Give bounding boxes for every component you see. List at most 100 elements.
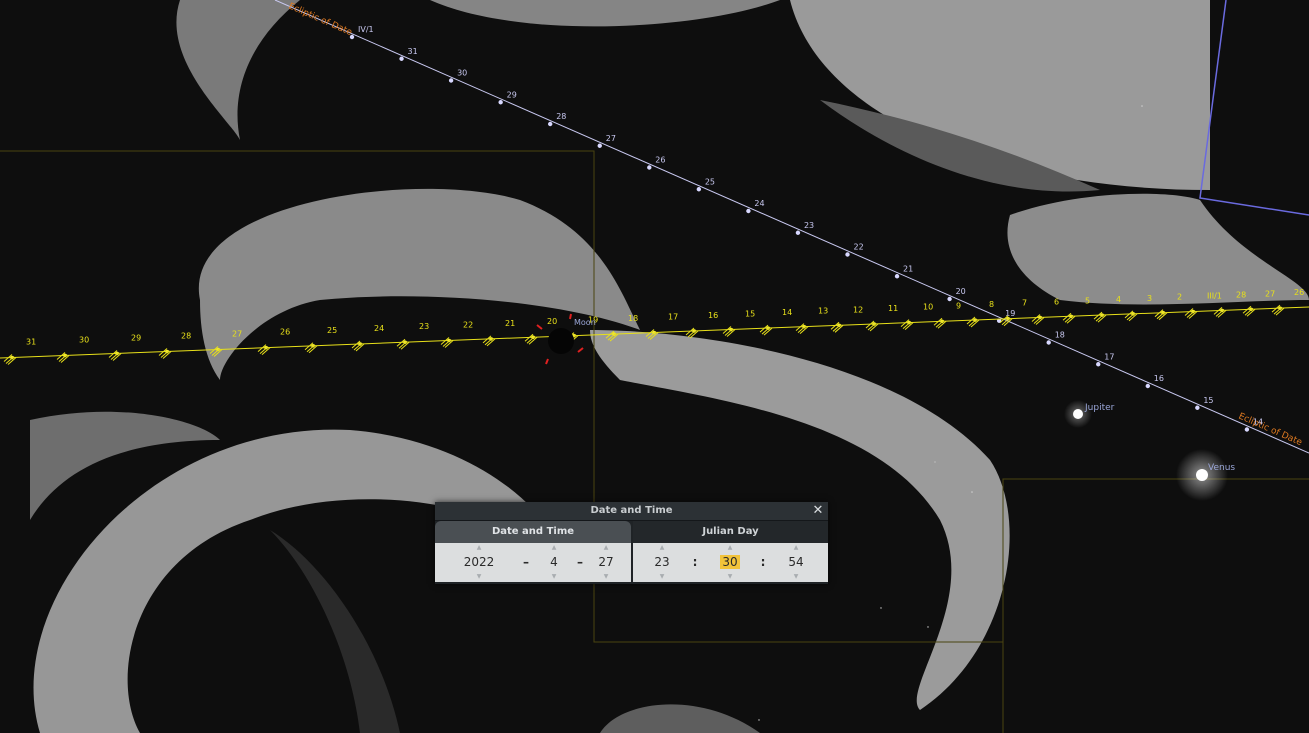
moon-track-hatch — [524, 333, 538, 345]
ecliptic-tick-dot — [746, 208, 751, 214]
ecliptic-tick-label: 21 — [903, 264, 913, 273]
year-spinbox[interactable]: ▲ 2022 ▼ — [455, 543, 503, 582]
ecliptic-line — [274, 0, 1309, 454]
year-down-icon[interactable]: ▼ — [476, 573, 482, 580]
venus-label: Venus — [1208, 463, 1235, 473]
planet-jupiter[interactable]: Jupiter — [1064, 400, 1115, 428]
ecliptic-tick-dot — [845, 252, 850, 257]
ecliptic-tick-label: 26 — [655, 156, 665, 165]
ecliptic-tick-label: 15 — [1203, 396, 1213, 405]
ecliptic-tick-label: IV/1 — [358, 25, 374, 34]
moon-track-hatch — [795, 323, 809, 335]
moon-track-tick-label: 11 — [888, 304, 898, 313]
minute-up-icon[interactable]: ▲ — [727, 544, 733, 551]
ecliptic-tick-dot — [795, 230, 801, 235]
ecliptic-tick-dot — [1195, 405, 1200, 410]
second-value[interactable]: 54 — [788, 555, 804, 569]
ecliptic-tick-dot — [399, 56, 404, 61]
moon-track-ticks: 31 30 29 28 27 26 25 24 23 22 21 20 19 18 17 16 15 14 13 12… — [3, 288, 1304, 365]
year-value[interactable]: 2022 — [463, 555, 495, 569]
day-value[interactable]: 27 — [598, 555, 614, 569]
second-spinbox[interactable]: ▲ 54 ▼ — [781, 543, 811, 582]
ecliptic-tick-dot — [498, 100, 503, 105]
month-down-icon[interactable]: ▼ — [551, 573, 557, 580]
dialog-title: Date and Time — [435, 502, 828, 521]
hour-up-icon[interactable]: ▲ — [659, 544, 665, 551]
ecliptic-tick-dot — [448, 78, 454, 83]
moon-track-tick-label: 9 — [956, 301, 961, 310]
jupiter-label: Jupiter — [1084, 403, 1115, 413]
moon-track-hatch — [1271, 304, 1285, 316]
moon-label: Moon — [574, 318, 596, 327]
ecliptic-tick-label: 22 — [854, 243, 864, 252]
year-up-icon[interactable]: ▲ — [476, 544, 482, 551]
month-value[interactable]: 4 — [550, 555, 558, 569]
moon-track-hatch — [645, 329, 659, 340]
day-spinbox[interactable]: ▲ 27 ▼ — [591, 543, 621, 582]
date-separator: – — [577, 555, 583, 569]
moon-track-hatch — [257, 344, 271, 356]
selection-marker — [536, 313, 584, 365]
date-time-dialog: Date and Time ✕ Date and Time Julian Day… — [435, 502, 828, 584]
moon-track-tick-label: 23 — [419, 322, 429, 331]
moon-track-hatch — [1242, 305, 1256, 317]
venus-icon[interactable] — [1196, 469, 1208, 481]
moon-track-tick-label: 27 — [232, 330, 242, 339]
day-up-icon[interactable]: ▲ — [603, 544, 609, 551]
stars — [758, 105, 1143, 721]
moon-track-tick-label: 5 — [1085, 296, 1090, 305]
minute-spinbox[interactable]: ▲ 30 ▼ — [713, 543, 747, 582]
second-up-icon[interactable]: ▲ — [793, 544, 799, 551]
moon-track-tick-label: 14 — [782, 308, 792, 317]
time-separator: : — [760, 555, 766, 569]
jupiter-icon[interactable] — [1073, 409, 1083, 419]
ecliptic-tick-label: 17 — [1104, 352, 1114, 361]
moon-track-hatch — [440, 337, 454, 348]
second-down-icon[interactable]: ▼ — [793, 573, 799, 580]
day-down-icon[interactable]: ▼ — [603, 573, 609, 580]
constellation-line — [1199, 0, 1309, 216]
ecliptic-tick-dot — [548, 121, 553, 127]
moon-track-hatch — [1124, 310, 1138, 322]
hour-spinbox[interactable]: ▲ 23 ▼ — [647, 543, 677, 582]
moon-track-hatch — [1213, 307, 1227, 318]
moon-track-tick-label: 19 — [588, 316, 598, 325]
planet-venus[interactable]: Venus — [1176, 449, 1235, 501]
moon-icon[interactable] — [548, 328, 574, 354]
minute-value[interactable]: 30 — [720, 555, 740, 569]
ecliptic-tick-label: 30 — [457, 69, 467, 78]
moon-track-hatch — [209, 346, 223, 357]
moon-track-hatch — [933, 317, 947, 329]
close-icon[interactable]: ✕ — [812, 503, 824, 518]
moon-track-hatch — [304, 342, 318, 354]
moon-track-tick-label: 18 — [628, 314, 638, 323]
month-up-icon[interactable]: ▲ — [551, 544, 557, 551]
hour-down-icon[interactable]: ▼ — [659, 573, 665, 580]
ecliptic-tick-label: 16 — [1154, 374, 1164, 383]
time-panel: ▲ 23 ▼ : ▲ 30 ▼ : ▲ 54 ▼ — [633, 543, 828, 582]
minute-field[interactable]: 30 — [713, 555, 747, 570]
hour-value[interactable]: 23 — [654, 555, 670, 569]
moon-track-hatch — [1154, 309, 1168, 321]
moon-track-tick-label: 2 — [1177, 293, 1182, 302]
month-spinbox[interactable]: ▲ 4 ▼ — [539, 543, 569, 582]
moon-track-tick-label: 17 — [668, 313, 678, 322]
ecliptic-tick-dot — [947, 296, 952, 302]
moon-track-hatch — [1031, 314, 1045, 325]
tab-julian-day[interactable]: Julian Day — [633, 521, 828, 543]
ecliptic-tick-label: 29 — [507, 90, 517, 99]
moon-track-tick-label: 25 — [327, 326, 337, 335]
moon-track-hatch — [722, 326, 736, 337]
moon-track-tick-label: 22 — [463, 321, 473, 330]
minute-down-icon[interactable]: ▼ — [727, 573, 733, 580]
ecliptic-tick-dot — [696, 187, 702, 192]
moon-object[interactable]: Moon — [536, 313, 596, 365]
moon-track-hatch — [56, 352, 70, 363]
tab-date-and-time[interactable]: Date and Time — [435, 521, 631, 543]
moon-track-tick-label: 31 — [26, 338, 36, 347]
moon-track-tick-label: 4 — [1116, 295, 1121, 304]
moon-track-hatch — [685, 327, 699, 339]
ecliptic-tick-dot — [1046, 340, 1051, 345]
moon-track-tick-label: 24 — [374, 324, 384, 333]
